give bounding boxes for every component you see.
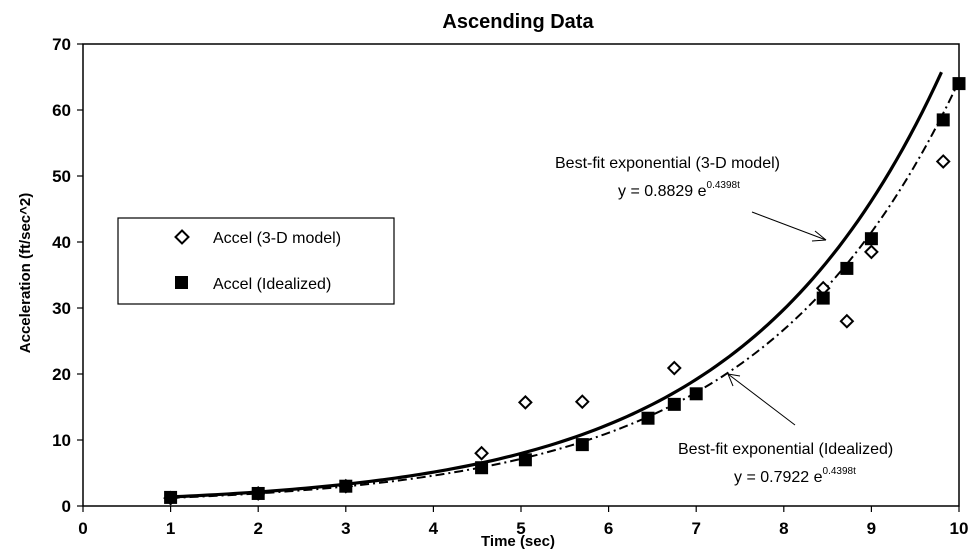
data-point-square — [840, 261, 854, 275]
x-tick-label: 5 — [516, 519, 525, 538]
data-point-diamond — [574, 394, 590, 410]
data-point-diamond — [863, 244, 879, 260]
x-axis-label: Time (sec) — [481, 533, 555, 550]
data-point-square — [164, 490, 178, 504]
annotation-3d-model-arrow — [751, 211, 827, 241]
data-point-square — [641, 411, 655, 425]
data-point-square — [251, 486, 265, 500]
x-tick-label: 9 — [867, 519, 876, 538]
data-point-diamond — [935, 154, 951, 169]
data-point-diamond — [517, 394, 533, 410]
data-point-square — [936, 113, 950, 127]
y-tick-label: 20 — [52, 365, 71, 384]
y-axis-label: Acceleration (ft/sec^2) — [17, 193, 34, 353]
annotation-3d-model-equation: y = 0.8829 e0.4398t — [618, 180, 740, 200]
data-point-square — [864, 232, 878, 246]
chart-title: Ascending Data — [442, 11, 594, 33]
data-point-square — [816, 291, 830, 305]
legend-label-idealized: Accel (Idealized) — [213, 276, 331, 293]
legend-box — [117, 217, 395, 305]
annotation-idealized: Best-fit exponential (Idealized) y = 0.7… — [678, 373, 893, 486]
x-tick-label: 6 — [604, 519, 613, 538]
legend-square-icon — [175, 276, 188, 289]
data-point-square — [475, 461, 489, 475]
trendline-3d-model — [170, 71, 943, 499]
data-point-diamond — [474, 445, 489, 461]
data-point-square — [575, 438, 589, 452]
y-axis-ticks: 0 10 20 30 40 50 60 70 — [52, 35, 83, 516]
legend-label-3d-model: Accel (3-D model) — [213, 230, 341, 247]
annotation-idealized-arrow — [727, 373, 796, 426]
annotation-3d-model-label: Best-fit exponential (3-D model) — [555, 155, 780, 172]
data-point-square — [689, 387, 703, 401]
arrow-head-icon — [727, 373, 741, 387]
legend: Accel (3-D model) Accel (Idealized) — [117, 217, 395, 305]
data-point-square — [952, 77, 966, 91]
data-point-square — [667, 397, 681, 411]
y-tick-label: 30 — [52, 299, 71, 318]
x-tick-label: 4 — [429, 519, 439, 538]
y-tick-label: 60 — [52, 101, 71, 120]
series-idealized-markers — [164, 77, 966, 504]
y-tick-label: 70 — [52, 35, 71, 54]
annotation-3d-model: Best-fit exponential (3-D model) y = 0.8… — [555, 155, 827, 242]
x-tick-label: 3 — [341, 519, 350, 538]
x-tick-label: 7 — [691, 519, 700, 538]
y-tick-label: 0 — [62, 497, 71, 516]
annotation-idealized-equation: y = 0.7922 e0.4398t — [734, 466, 856, 486]
data-point-square — [518, 453, 532, 467]
x-tick-label: 10 — [950, 519, 969, 538]
x-tick-label: 2 — [253, 519, 262, 538]
x-axis-ticks: 0 1 2 3 4 5 6 7 8 9 10 — [78, 506, 968, 538]
x-tick-label: 0 — [78, 519, 87, 538]
y-tick-label: 40 — [52, 233, 71, 252]
y-tick-label: 10 — [52, 431, 71, 450]
y-tick-label: 50 — [52, 167, 71, 186]
arrow-head-icon — [811, 230, 827, 242]
annotation-idealized-label: Best-fit exponential (Idealized) — [678, 441, 893, 458]
data-point-square — [339, 479, 353, 493]
legend-diamond-icon — [174, 229, 190, 245]
x-tick-label: 8 — [779, 519, 788, 538]
data-point-diamond — [666, 360, 682, 376]
x-tick-label: 1 — [166, 519, 175, 538]
data-point-diamond — [839, 313, 855, 329]
